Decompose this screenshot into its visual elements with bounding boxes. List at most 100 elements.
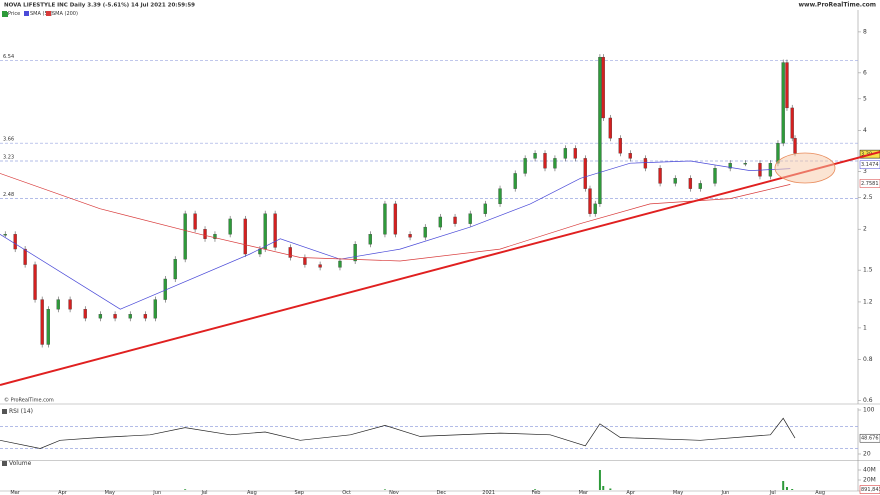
volume-bar <box>791 489 794 490</box>
candle <box>113 314 117 319</box>
x-tick-label: Aug <box>247 490 257 495</box>
candle <box>468 213 472 224</box>
candle <box>98 314 103 319</box>
level-label: 3.23 <box>3 154 14 160</box>
y-tick-label: 8 <box>863 28 867 35</box>
y-tick-label: 2 <box>863 226 867 233</box>
candle <box>203 229 207 239</box>
volume-bar <box>534 489 537 490</box>
x-tick-label: Jul <box>769 490 776 495</box>
volume-bar <box>782 481 785 490</box>
candle <box>408 234 412 238</box>
legend-swatch <box>2 461 7 466</box>
candle <box>183 213 187 260</box>
candle <box>698 183 702 189</box>
candle <box>13 234 17 250</box>
level-label: 6.54 <box>3 54 14 60</box>
candle <box>781 62 785 144</box>
candle <box>33 264 37 300</box>
legend-label: Price <box>8 11 20 17</box>
candle <box>583 158 587 189</box>
x-tick-label: 2021 <box>482 490 495 495</box>
last-value-box <box>859 433 880 443</box>
y-tick-label: 20M <box>863 477 876 484</box>
highlight <box>774 152 836 184</box>
y-tick-label: 0.8 <box>863 356 873 363</box>
candle <box>688 178 693 189</box>
candle <box>658 168 662 184</box>
y-tick-label: 4 <box>863 127 867 134</box>
candle <box>23 248 27 265</box>
candle <box>793 138 797 154</box>
last-value: 48.676 <box>861 436 879 442</box>
candle <box>228 218 232 235</box>
candle <box>608 117 613 139</box>
candle <box>598 56 602 205</box>
candle <box>593 203 597 214</box>
x-tick-label: Jun <box>721 490 730 495</box>
last-value: 3.1474 <box>861 162 879 168</box>
candle <box>628 153 632 159</box>
candle <box>338 260 342 268</box>
candle <box>383 203 387 235</box>
candle <box>728 163 732 169</box>
panel-title: RSI (14) <box>9 408 33 415</box>
candle <box>143 314 148 319</box>
candle <box>588 188 592 214</box>
x-tick-label: Apr <box>58 490 68 495</box>
volume-bar <box>598 470 601 490</box>
last-value-box <box>859 179 880 188</box>
trend-line <box>0 151 880 386</box>
y-tick-label: 20 <box>863 451 871 458</box>
candle <box>318 264 322 268</box>
candle <box>438 216 443 228</box>
last-value: 891,843 <box>861 487 880 493</box>
candle <box>423 226 427 238</box>
candle <box>513 173 517 189</box>
watermark: www.ProRealTime.com <box>799 2 876 9</box>
legend-label: SMA (50) <box>30 11 53 17</box>
x-tick-label: May <box>673 490 683 495</box>
x-tick-label: Oct <box>342 490 351 495</box>
candle <box>563 148 568 159</box>
x-tick-label: Nov <box>389 490 399 495</box>
copyright: © ProRealTime.com <box>4 397 54 404</box>
candle <box>353 244 357 262</box>
x-tick-label: Aug <box>815 490 825 495</box>
candle <box>193 213 197 230</box>
candle <box>618 138 622 154</box>
candle <box>790 107 794 139</box>
y-tick-label: 1.2 <box>863 298 873 305</box>
volume-bar <box>609 488 612 490</box>
candle <box>393 203 398 235</box>
y-tick-label: 40M <box>863 467 876 474</box>
candle <box>498 188 502 205</box>
candle <box>173 259 177 280</box>
x-tick-label: Dec <box>436 490 446 495</box>
y-tick-label: 3 <box>863 168 867 175</box>
x-tick-label: Jul <box>201 490 208 495</box>
candle <box>153 299 157 319</box>
volume-bar <box>184 489 187 490</box>
x-tick-label: Jun <box>152 490 161 495</box>
candle <box>243 218 247 255</box>
candle <box>83 309 87 319</box>
volume-bar <box>785 487 788 490</box>
x-tick-label: Mar <box>10 490 20 495</box>
y-tick-label: 0.6 <box>863 397 873 404</box>
candle <box>68 299 72 310</box>
level-label: 3.66 <box>3 137 14 143</box>
candle <box>213 234 217 239</box>
candle <box>40 299 44 345</box>
panel-title: Volume <box>9 460 32 467</box>
legend-swatch <box>46 11 51 16</box>
x-tick-label: Apr <box>626 490 636 495</box>
y-tick-label: 1.5 <box>863 267 873 274</box>
candle <box>601 56 605 119</box>
candle <box>523 158 527 174</box>
y-tick-label: 6 <box>863 69 867 76</box>
candle <box>273 213 277 248</box>
candle <box>573 148 577 159</box>
